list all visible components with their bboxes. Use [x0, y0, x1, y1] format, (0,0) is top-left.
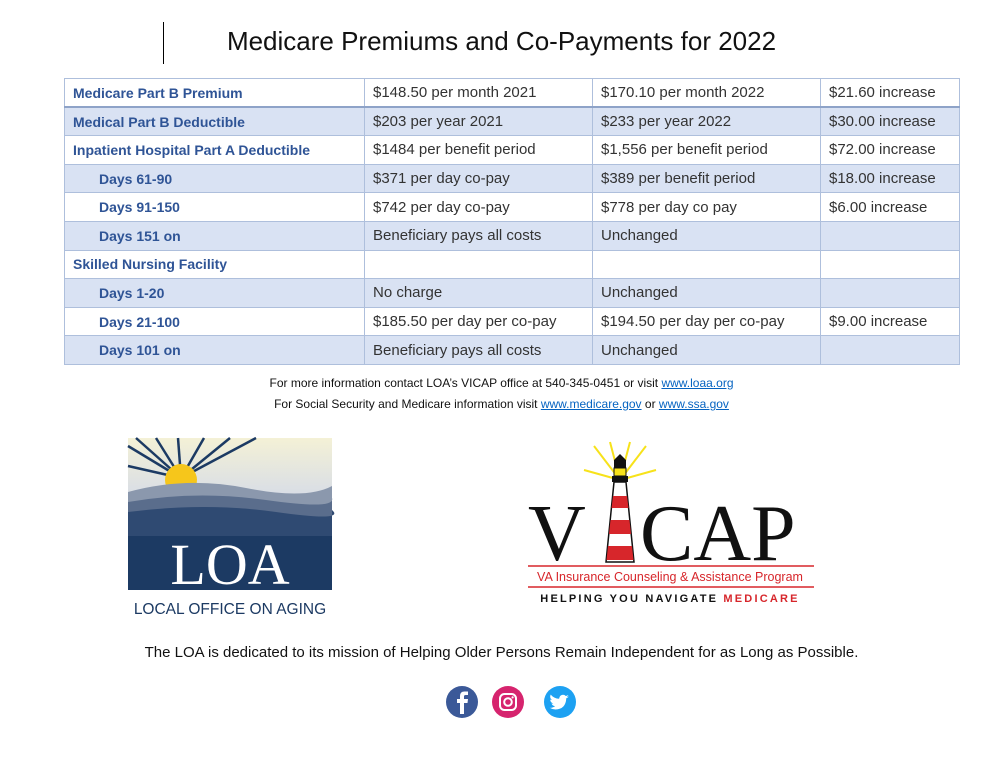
table-row: Days 1-20 No charge Unchanged [64, 278, 960, 308]
table-cell: $1484 per benefit period [364, 135, 593, 165]
table-cell: Unchanged [592, 278, 821, 308]
table-row: Skilled Nursing Facility [64, 249, 960, 280]
table-cell: $778 per day co pay [592, 192, 821, 222]
table-cell: $371 per day co-pay [364, 163, 593, 194]
table-cell: $9.00 increase [820, 306, 960, 337]
row-label: Days 1-20 [64, 278, 365, 308]
table-cell: No charge [364, 278, 593, 308]
link[interactable]: www.loaa.org [661, 376, 734, 390]
table-row: Days 21-100 $185.50 per day per co-pay $19… [64, 306, 960, 337]
link[interactable]: www.medicare.gov [540, 397, 642, 411]
vicap-tagline: HELPING YOU NAVIGATE MEDICARE [540, 593, 799, 605]
table-cell: Beneficiary pays all costs [364, 335, 593, 365]
table-cell: $194.50 per day per co-pay [592, 306, 821, 337]
table-cell [364, 249, 593, 280]
table-cell [820, 249, 960, 280]
vicap-logo: V CAP VA Insurance Counseling & Assistan… [528, 441, 814, 605]
row-label: Days 101 on [64, 335, 365, 365]
table-row: Days 101 on Beneficiary pays all costs Unc… [64, 335, 960, 365]
vicap-left: V [528, 490, 586, 578]
tagline-emphasis: MEDICARE [723, 593, 799, 605]
table-cell: $170.10 per month 2022 [592, 78, 821, 109]
instagram-icon[interactable] [492, 686, 524, 718]
info-text: For Social Security and Medicare informa… [274, 397, 541, 411]
table-row: Medicare Part B Premium $148.50 per month… [64, 78, 960, 109]
link[interactable]: www.ssa.gov [658, 397, 729, 411]
table-cell: $72.00 increase [820, 135, 960, 165]
table-cell: $30.00 increase [820, 106, 960, 137]
info-line: For more information contact LOA’s VICAP… [0, 376, 1003, 390]
loa-mark: LOA [170, 532, 289, 597]
row-label: Medicare Part B Premium [64, 78, 365, 109]
title: Medicare Premiums and Co-Payments for 20… [226, 26, 777, 56]
table-cell: $742 per day co-pay [364, 192, 593, 222]
table-cell: $148.50 per month 2021 [364, 78, 593, 109]
row-label: Days 151 on [64, 220, 365, 251]
row-label: Days 61-90 [64, 163, 365, 194]
table-cell [592, 249, 821, 280]
table-row: Days 151 on Beneficiary pays all costs Unc… [64, 220, 960, 251]
table-cell: $18.00 increase [820, 163, 960, 194]
loa-logo: LOA LOCAL OFFICE ON AGING [127, 436, 335, 618]
vicap-right: CAP [640, 490, 796, 578]
row-label: Inpatient Hospital Part A Deductible [64, 135, 365, 165]
vicap-program: VA Insurance Counseling & Assistance Pro… [537, 570, 803, 584]
table-cell [820, 278, 960, 308]
table-cell: $1,556 per benefit period [592, 135, 821, 165]
info-text: For more information contact LOA’s VICAP… [269, 376, 662, 390]
table-cell: Unchanged [592, 335, 821, 365]
premium-table: Medicare Part B Premium $148.50 per month… [64, 78, 960, 365]
loa-caption: LOCAL OFFICE ON AGING [134, 601, 326, 618]
info-text: or [641, 397, 659, 411]
table-cell: $185.50 per day per co-pay [364, 306, 593, 337]
tagline-text: HELPING YOU NAVIGATE [540, 593, 723, 605]
table-cell [820, 335, 960, 365]
table-cell [820, 220, 960, 251]
row-label: Days 21-100 [64, 306, 365, 337]
table-row: Days 61-90 $371 per day co-pay $389 per be… [64, 163, 960, 194]
info-line: For Social Security and Medicare informa… [0, 397, 1003, 411]
text-cursor [163, 22, 164, 64]
table-cell: Unchanged [592, 220, 821, 251]
row-label: Days 91-150 [64, 192, 365, 222]
table-cell: Beneficiary pays all costs [364, 220, 593, 251]
mission-statement: The LOA is dedicated to its mission of H… [144, 644, 859, 661]
table-cell: $6.00 increase [820, 192, 960, 222]
table-cell: $203 per year 2021 [364, 106, 593, 137]
table-row: Days 91-150 $742 per day co-pay $778 per d… [64, 192, 960, 222]
table-row: Medical Part B Deductible $203 per year 2… [64, 106, 960, 137]
twitter-icon[interactable] [544, 686, 576, 718]
row-label: Medical Part B Deductible [64, 106, 365, 137]
table-cell: $389 per benefit period [592, 163, 821, 194]
facebook-icon[interactable] [446, 686, 478, 718]
table-cell: $233 per year 2022 [592, 106, 821, 137]
table-row: Inpatient Hospital Part A Deductible $148… [64, 135, 960, 165]
row-label: Skilled Nursing Facility [64, 249, 365, 280]
social-icons [446, 686, 576, 718]
table-cell: $21.60 increase [820, 78, 960, 109]
